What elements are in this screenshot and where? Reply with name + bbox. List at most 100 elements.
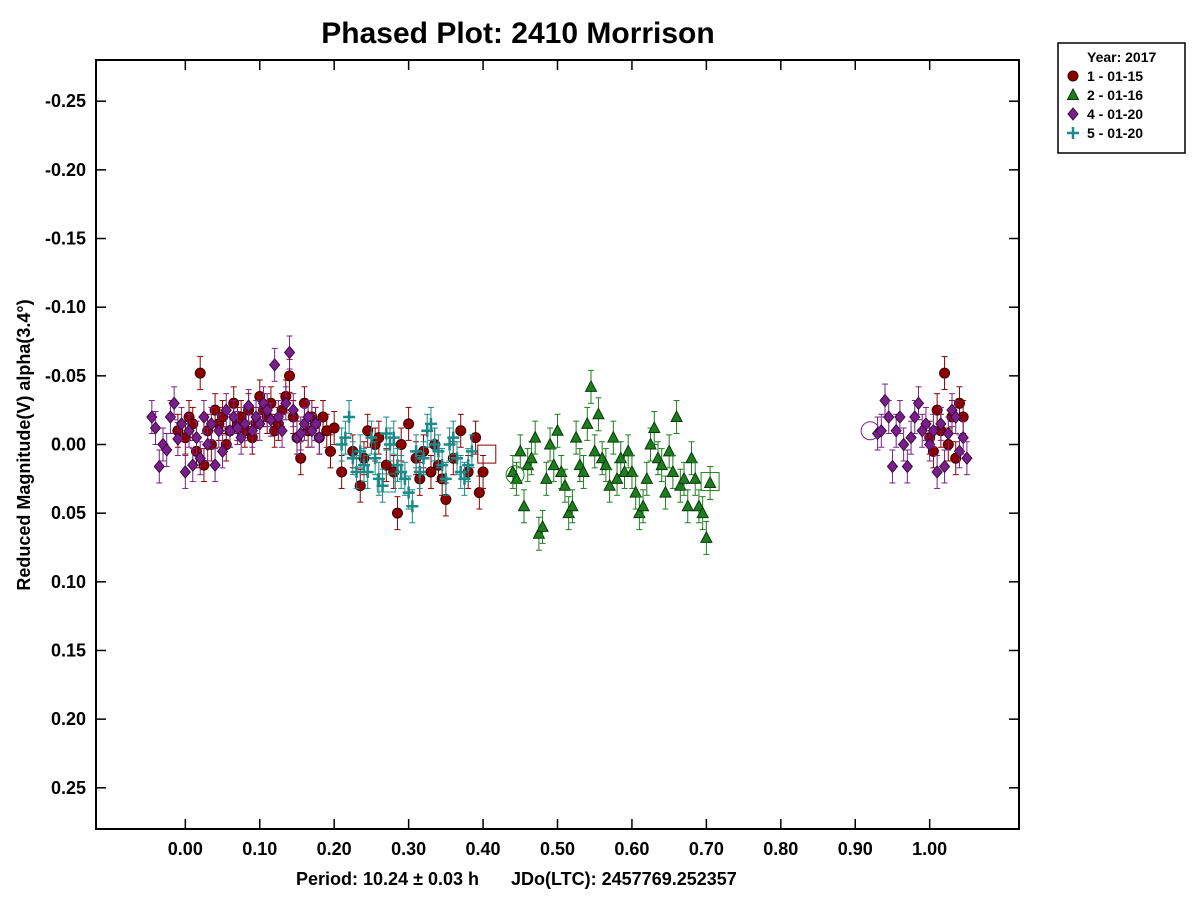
data-point xyxy=(927,423,940,438)
legend-entry: 5 - 01-20 xyxy=(1067,125,1143,141)
data-point xyxy=(659,485,672,498)
data-point xyxy=(380,459,392,471)
data-point xyxy=(681,499,695,512)
legend-label: 4 - 01-20 xyxy=(1087,106,1143,122)
data-point xyxy=(313,430,325,445)
data-point xyxy=(254,417,266,431)
legend-entry: 4 - 01-20 xyxy=(1067,106,1143,122)
y-tick-label: -0.25 xyxy=(45,91,86,111)
data-point xyxy=(280,396,292,411)
x-tick-label: 0.60 xyxy=(614,839,649,859)
legend-marker xyxy=(1066,87,1080,100)
data-point xyxy=(391,507,403,519)
data-point xyxy=(607,430,620,443)
reference-circle xyxy=(505,465,525,485)
data-point xyxy=(153,459,165,474)
y-axis: -0.25 -0.20 -0.15 -0.10 -0.05 0.00 0.05 0.10 0.1… xyxy=(45,91,1019,798)
data-point xyxy=(517,499,531,512)
data-point xyxy=(633,506,646,519)
data-point xyxy=(406,500,419,513)
reference-circle xyxy=(860,421,880,441)
y-tick-label: -0.10 xyxy=(45,297,86,317)
y-tick-label: 0.00 xyxy=(51,435,86,455)
data-point xyxy=(883,410,895,424)
data-point xyxy=(577,464,590,477)
data-point xyxy=(603,478,616,491)
data-point xyxy=(283,345,296,360)
y-axis-title: Reduced Magnitude(V) alpha(3.4°) xyxy=(14,299,34,590)
data-point xyxy=(588,444,602,457)
data-point xyxy=(566,499,579,512)
y-tick-label: 0.10 xyxy=(51,572,86,592)
data-point xyxy=(558,478,572,491)
data-point xyxy=(942,426,954,441)
data-point xyxy=(938,459,951,474)
data-point xyxy=(521,458,535,471)
data-point xyxy=(614,451,628,464)
data-point xyxy=(886,459,899,474)
data-point xyxy=(439,472,452,485)
reference-square xyxy=(376,473,396,493)
data-point xyxy=(584,379,598,392)
data-point xyxy=(655,458,669,471)
legend-entry: 1 - 01-15 xyxy=(1067,68,1143,84)
data-point xyxy=(369,452,382,465)
x-tick-label: 0.40 xyxy=(466,839,501,859)
data-point xyxy=(513,444,527,457)
data-point xyxy=(647,420,661,434)
data-point xyxy=(670,409,683,423)
data-point xyxy=(295,452,307,464)
data-point xyxy=(350,465,363,478)
data-point xyxy=(931,465,943,479)
data-point xyxy=(629,485,642,498)
x-tick-label: 0.10 xyxy=(242,839,277,859)
data-point xyxy=(465,445,478,458)
legend-label: 5 - 01-20 xyxy=(1087,125,1143,141)
y-tick-label: 0.15 xyxy=(51,640,86,660)
data-point xyxy=(935,417,947,431)
data-point xyxy=(569,430,583,443)
data-point xyxy=(621,444,635,457)
data-point xyxy=(202,437,214,452)
data-point xyxy=(901,459,913,474)
data-point xyxy=(455,425,467,437)
data-point xyxy=(879,393,891,408)
series-diamond xyxy=(146,335,973,489)
data-point xyxy=(242,399,255,413)
data-point xyxy=(410,445,423,458)
series-triangle xyxy=(506,369,717,555)
chart-title: Phased Plot: 2410 Morrison xyxy=(321,17,714,50)
data-point xyxy=(528,430,542,443)
data-point xyxy=(961,451,973,466)
data-point xyxy=(168,396,180,411)
x-tick-label: 0.50 xyxy=(540,839,575,859)
data-point xyxy=(395,439,407,450)
data-point xyxy=(599,458,613,471)
legend-box xyxy=(1057,42,1186,154)
data-point xyxy=(284,370,296,382)
x-tick-label: 0.80 xyxy=(763,839,798,859)
x-tick-label: 0.20 xyxy=(317,839,352,859)
data-point xyxy=(387,431,400,444)
data-point xyxy=(220,403,232,417)
data-point xyxy=(950,410,962,424)
data-point xyxy=(666,464,680,477)
data-point xyxy=(525,451,538,464)
data-point xyxy=(532,526,546,539)
y-tick-label: -0.15 xyxy=(45,229,86,249)
legend-entry: 2 - 01-16 xyxy=(1066,87,1143,103)
legend-label: 1 - 01-15 xyxy=(1087,68,1143,84)
data-point xyxy=(473,487,485,499)
data-point xyxy=(920,417,932,431)
data-point xyxy=(554,464,568,477)
data-point xyxy=(447,431,460,444)
data-point xyxy=(417,452,430,465)
data-point xyxy=(562,506,575,519)
data-point xyxy=(268,358,281,372)
y-tick-label: -0.05 xyxy=(45,366,86,386)
data-point xyxy=(190,430,203,445)
data-point xyxy=(209,458,221,472)
data-point xyxy=(939,367,951,379)
data-point xyxy=(897,437,910,452)
